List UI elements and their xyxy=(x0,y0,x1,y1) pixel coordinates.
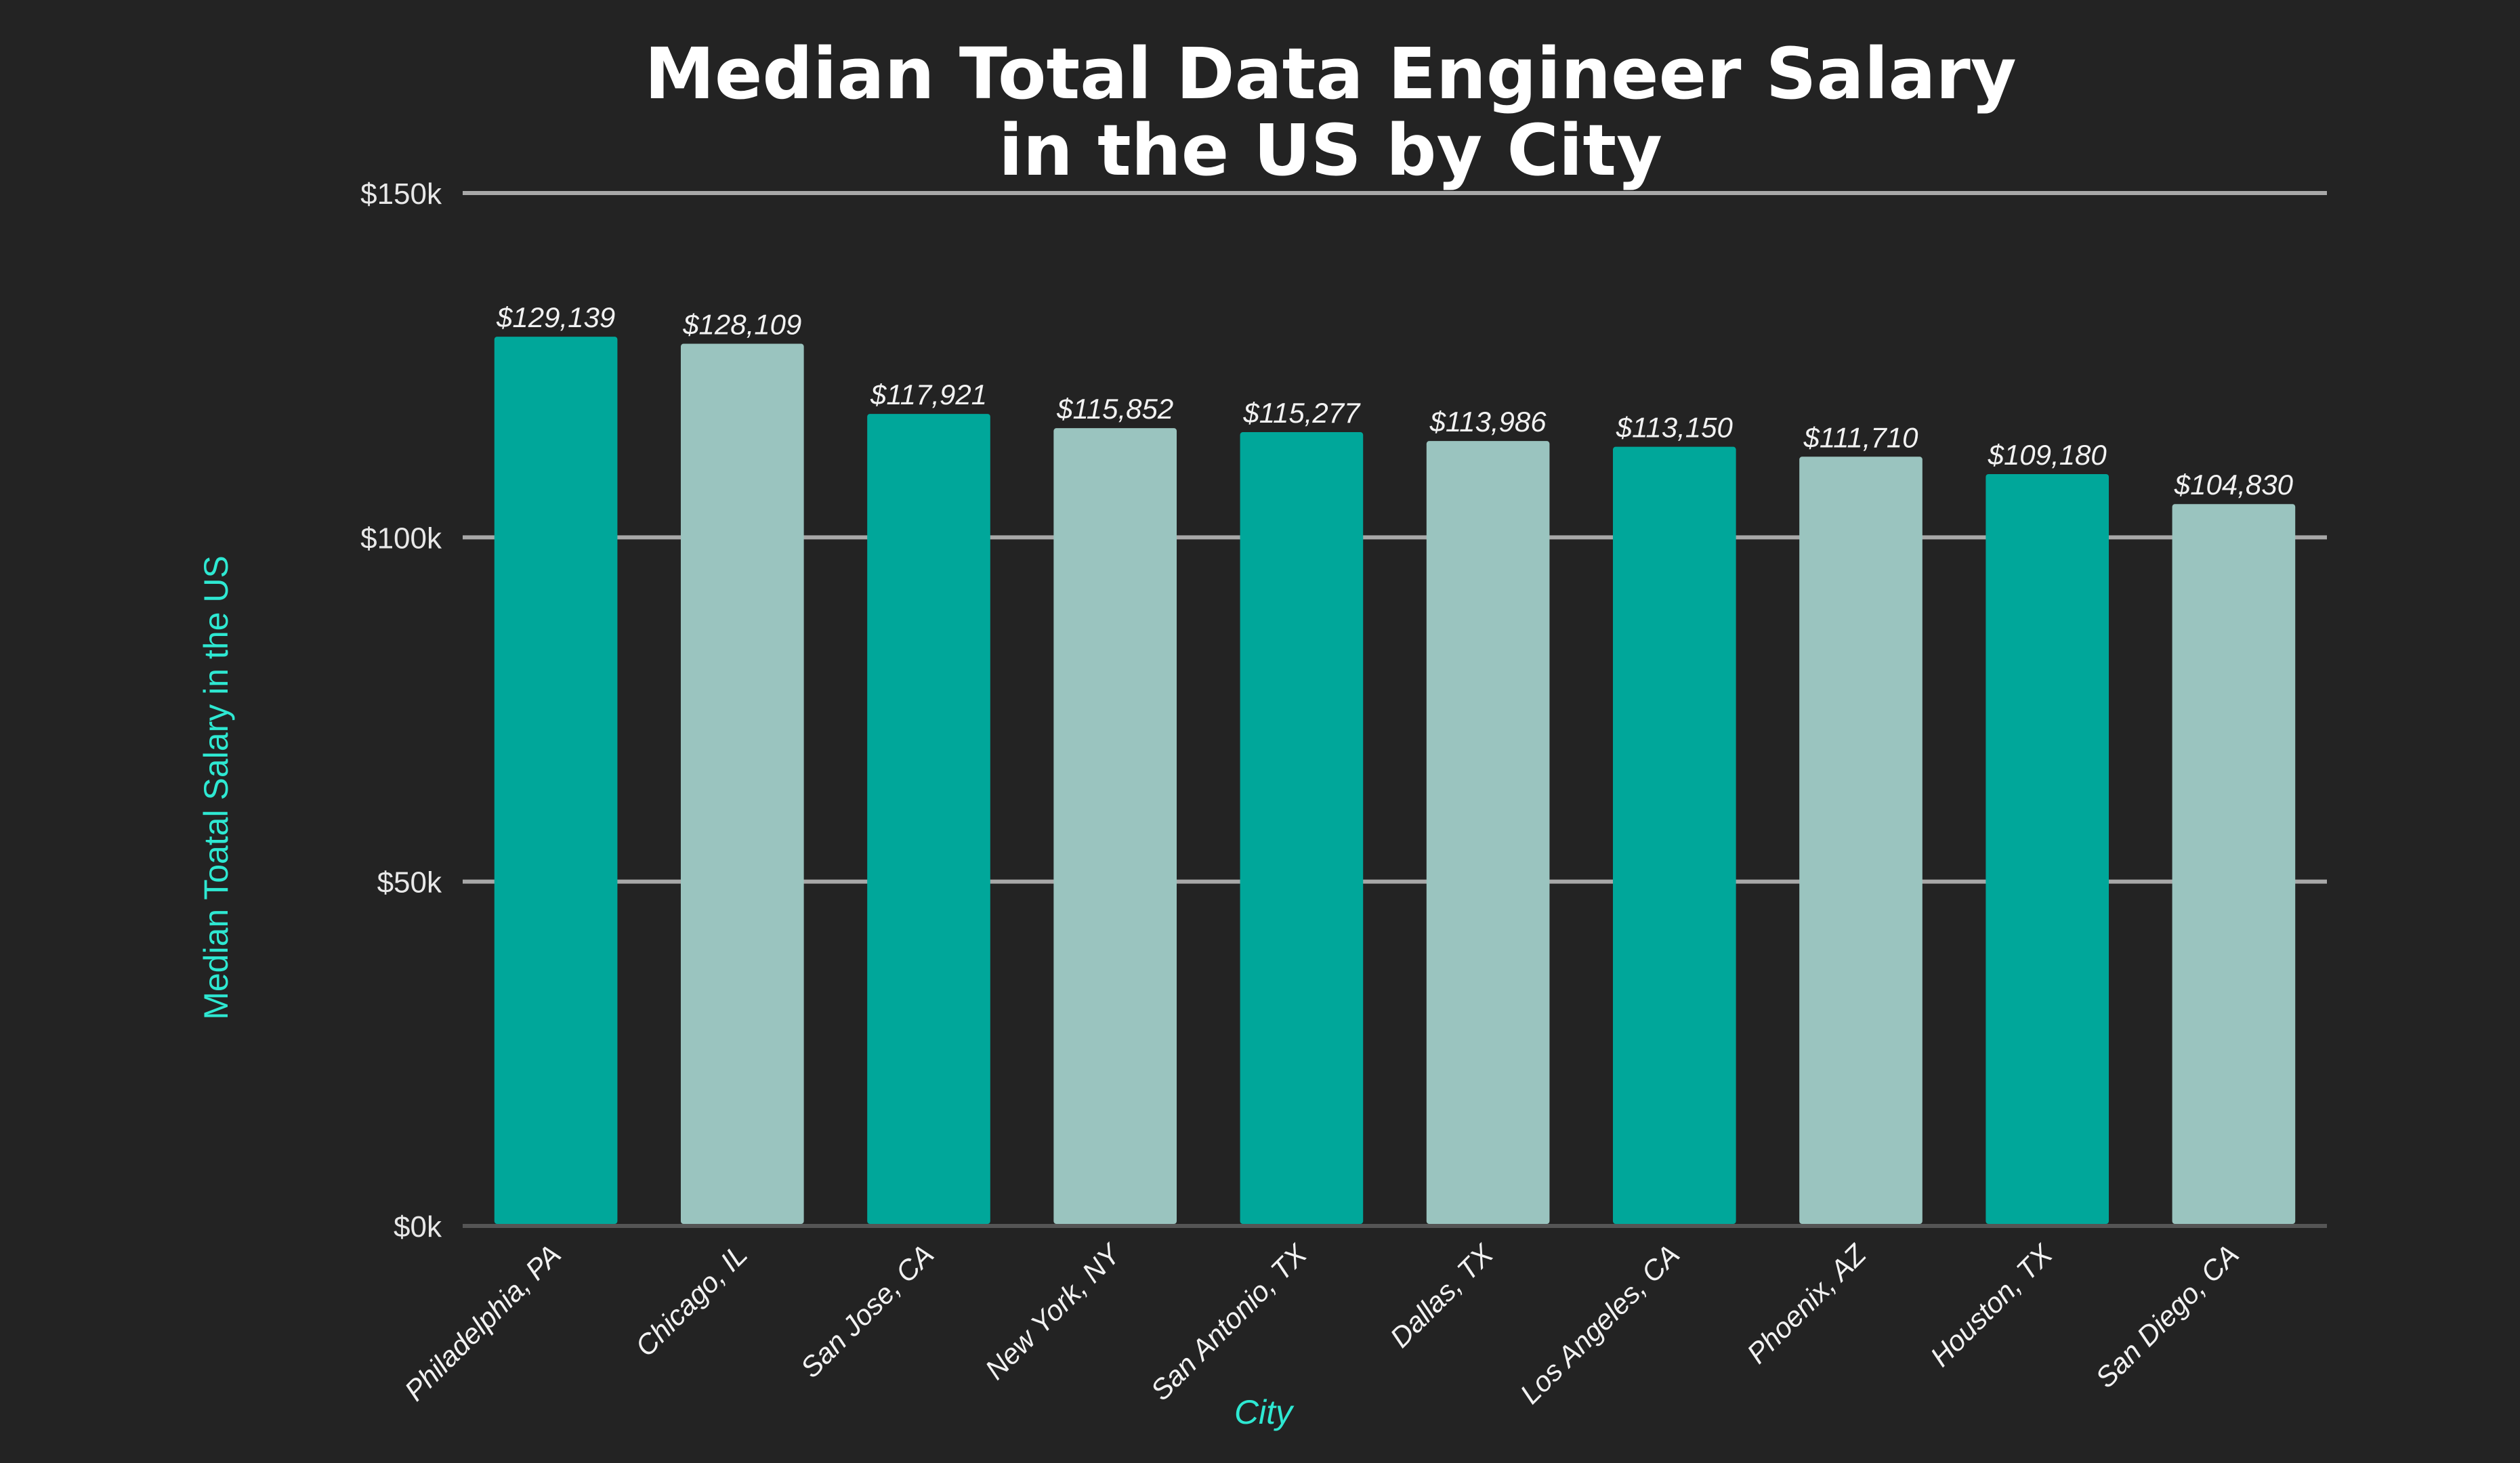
chart-title-line-1: Median Total Data Engineer Salary xyxy=(644,33,2016,115)
data-label: $104,830 xyxy=(2174,469,2294,501)
data-label: $115,852 xyxy=(1056,393,1173,425)
bar xyxy=(1426,441,1550,1224)
y-tick-label: $100k xyxy=(360,522,442,555)
bar xyxy=(2172,504,2296,1225)
data-label: $129,139 xyxy=(496,301,615,333)
y-axis-label: Median Toatal Salary in the US xyxy=(197,555,235,1020)
data-label: $113,986 xyxy=(1429,406,1547,438)
bar xyxy=(1053,428,1177,1224)
bar xyxy=(680,343,804,1225)
data-label: $113,150 xyxy=(1616,412,1734,444)
data-label: $128,109 xyxy=(682,309,801,341)
data-label: $115,277 xyxy=(1242,397,1361,429)
data-label: $117,921 xyxy=(870,379,987,410)
y-tick-label: $0k xyxy=(394,1210,442,1244)
data-label: $109,180 xyxy=(1988,439,2107,471)
bar xyxy=(1986,474,2109,1224)
y-tick-label: $150k xyxy=(360,177,442,211)
bar xyxy=(494,337,618,1225)
y-tick-label: $50k xyxy=(377,866,442,899)
bar xyxy=(867,414,990,1224)
x-axis-label: City xyxy=(1234,1393,1295,1431)
bar xyxy=(1799,457,1923,1224)
bar xyxy=(1612,446,1736,1225)
data-label: $111,710 xyxy=(1803,421,1919,453)
chart-title-line-2: in the US by City xyxy=(999,109,1662,192)
bar xyxy=(1240,432,1364,1225)
